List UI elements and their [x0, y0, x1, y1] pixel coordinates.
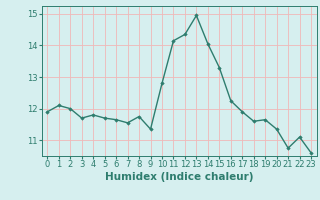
X-axis label: Humidex (Indice chaleur): Humidex (Indice chaleur) — [105, 172, 253, 182]
